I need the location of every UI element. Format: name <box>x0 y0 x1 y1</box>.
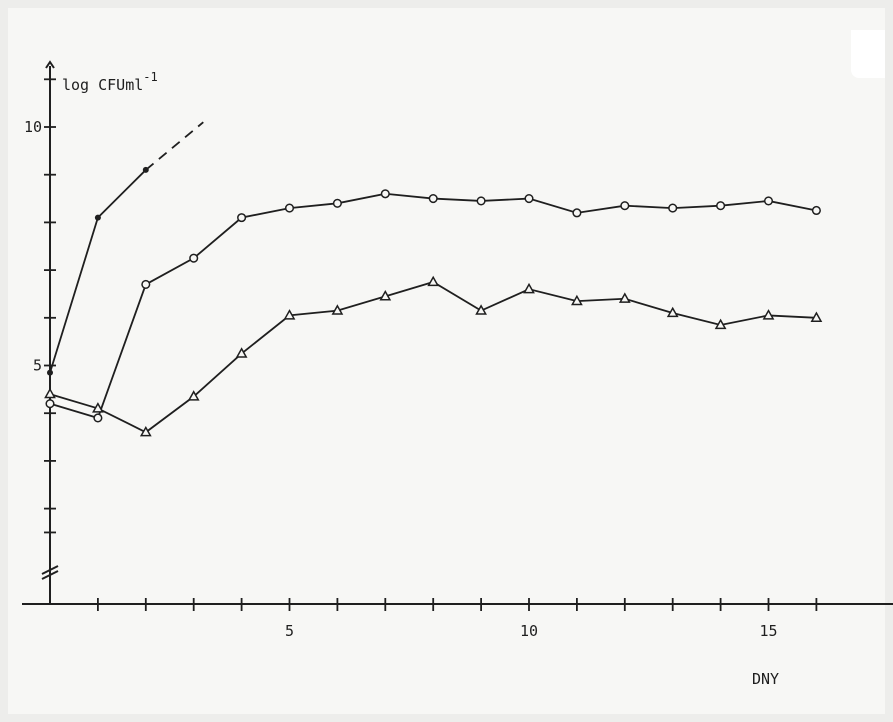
series-group <box>44 121 823 437</box>
series-1-extrapolation <box>145 121 204 171</box>
axes <box>22 60 893 605</box>
y-tick-label: 10 <box>24 118 42 136</box>
series-1-point <box>94 214 101 221</box>
series-3-point <box>571 294 583 306</box>
x-tick-label: 15 <box>759 622 777 640</box>
y-axis-label-text: log CFUml <box>62 76 143 94</box>
y-axis-arrow <box>45 60 55 69</box>
series-2-point <box>524 194 534 204</box>
series-3-point <box>92 402 104 413</box>
series-3-point <box>810 311 823 322</box>
series-3-point <box>283 309 296 320</box>
series-2-point <box>141 279 151 289</box>
series-1-point <box>47 369 53 376</box>
series-2-point <box>332 198 342 208</box>
x-tick-label: 10 <box>520 622 538 640</box>
x-tick-label: 5 <box>285 622 294 640</box>
y-axis-break-mark <box>41 570 59 580</box>
series-2-point <box>380 189 390 199</box>
series-2-point <box>237 213 247 223</box>
series-3-point <box>187 390 200 401</box>
series-3-point <box>523 282 535 294</box>
torn-corner <box>851 30 885 78</box>
series-2-point <box>476 196 486 206</box>
series-2-line <box>49 192 817 420</box>
series-2-point <box>189 253 199 263</box>
y-axis-break-mark <box>41 565 59 575</box>
series-3-point <box>379 290 392 301</box>
chart-paper <box>8 8 885 714</box>
series-3-line <box>49 281 817 434</box>
ticks: 5 10 15 5 10 <box>24 78 818 640</box>
y-tick-label: 5 <box>33 357 42 375</box>
series-3-point <box>475 304 487 315</box>
series-3-point <box>762 309 775 320</box>
series-3-point <box>44 387 56 399</box>
series-2-point <box>763 196 774 206</box>
y-axis-label: log CFUml-1 <box>62 70 158 94</box>
series-1-line <box>49 169 147 373</box>
series-3-point <box>235 347 248 358</box>
series-2-point <box>428 194 438 204</box>
series-3-point <box>714 318 727 330</box>
series-3-point <box>618 292 631 303</box>
series-2-point <box>811 205 821 216</box>
series-2-point <box>284 203 295 213</box>
series-3-point <box>666 306 679 318</box>
series-3-point <box>139 425 152 437</box>
y-axis-label-sup: -1 <box>143 70 157 84</box>
series-2-point <box>716 201 726 211</box>
series-2-point <box>45 399 55 409</box>
series-2-point <box>93 413 103 423</box>
series-3-point <box>331 304 344 315</box>
series-2-point <box>572 208 582 218</box>
series-1-point <box>142 166 149 173</box>
series-3-point <box>427 275 440 287</box>
series-2-point <box>620 201 630 211</box>
series-2-point <box>668 203 678 213</box>
x-axis-label: DNY <box>752 670 779 688</box>
